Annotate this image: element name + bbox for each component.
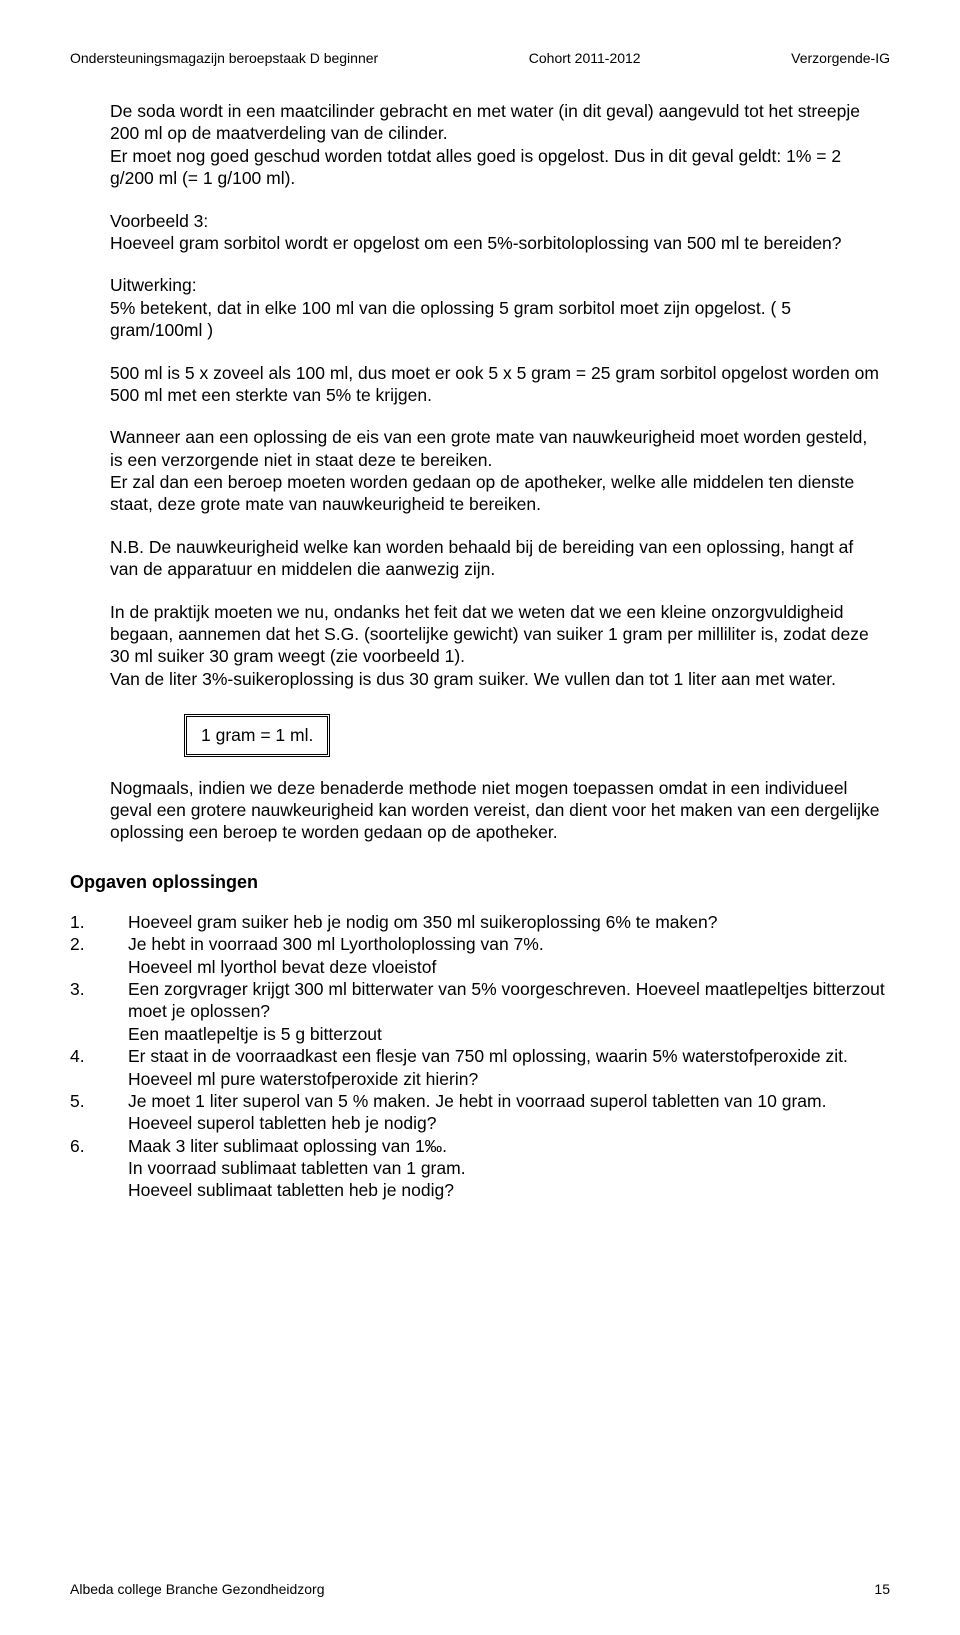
page-container: Ondersteuningsmagazijn beroepstaak D beg… bbox=[0, 0, 960, 1252]
list-number: 5. bbox=[70, 1090, 128, 1135]
footer-page-number: 15 bbox=[874, 1581, 890, 1597]
text: 500 ml is 5 x zoveel als 100 ml, dus moe… bbox=[110, 363, 879, 405]
list-item: 3.Een zorgvrager krijgt 300 ml bitterwat… bbox=[70, 978, 890, 1045]
text: N.B. De nauwkeurigheid welke kan worden … bbox=[110, 537, 853, 579]
paragraph: In de praktijk moeten we nu, ondanks het… bbox=[110, 601, 880, 691]
paragraph: Uitwerking: 5% betekent, dat in elke 100… bbox=[110, 274, 880, 341]
list-number: 2. bbox=[70, 933, 128, 978]
paragraph: N.B. De nauwkeurigheid welke kan worden … bbox=[110, 536, 880, 581]
paragraph: Nogmaals, indien we deze benaderde metho… bbox=[110, 777, 880, 844]
list-text: Je moet 1 liter superol van 5 % maken. J… bbox=[128, 1090, 890, 1135]
formula-box-wrapper: 1 gram = 1 ml. bbox=[110, 710, 880, 776]
list-text: Je hebt in voorraad 300 ml Lyortholoplos… bbox=[128, 933, 890, 978]
formula-text: 1 gram = 1 ml. bbox=[201, 725, 313, 745]
paragraph: 500 ml is 5 x zoveel als 100 ml, dus moe… bbox=[110, 362, 880, 407]
text: Nogmaals, indien we deze benaderde metho… bbox=[110, 778, 880, 843]
header-right: Verzorgende-IG bbox=[791, 50, 890, 66]
paragraph: Voorbeeld 3: Hoeveel gram sorbitol wordt… bbox=[110, 210, 880, 255]
paragraph: De soda wordt in een maatcilinder gebrac… bbox=[110, 100, 880, 190]
text: Uitwerking: bbox=[110, 275, 197, 295]
list-item: 5.Je moet 1 liter superol van 5 % maken.… bbox=[70, 1090, 890, 1135]
list-item: 1.Hoeveel gram suiker heb je nodig om 35… bbox=[70, 911, 890, 933]
footer-left: Albeda college Branche Gezondheidzorg bbox=[70, 1581, 325, 1597]
list-number: 1. bbox=[70, 911, 128, 933]
document-body: De soda wordt in een maatcilinder gebrac… bbox=[70, 100, 890, 844]
list-text: Er staat in de voorraadkast een flesje v… bbox=[128, 1045, 890, 1090]
text: Hoeveel gram sorbitol wordt er opgelost … bbox=[110, 233, 842, 253]
page-footer: Albeda college Branche Gezondheidzorg 15 bbox=[70, 1581, 890, 1597]
text: Van de liter 3%-suikeroplossing is dus 3… bbox=[110, 669, 836, 689]
text: De soda wordt in een maatcilinder gebrac… bbox=[110, 101, 860, 143]
header-center: Cohort 2011-2012 bbox=[529, 50, 641, 66]
list-text: Een zorgvrager krijgt 300 ml bitterwater… bbox=[128, 978, 890, 1045]
text: Er moet nog goed geschud worden totdat a… bbox=[110, 146, 841, 188]
list-number: 4. bbox=[70, 1045, 128, 1090]
paragraph: Wanneer aan een oplossing de eis van een… bbox=[110, 426, 880, 516]
page-header: Ondersteuningsmagazijn beroepstaak D beg… bbox=[70, 50, 890, 66]
list-item: 6.Maak 3 liter sublimaat oplossing van 1… bbox=[70, 1135, 890, 1202]
text: In de praktijk moeten we nu, ondanks het… bbox=[110, 602, 869, 667]
header-left: Ondersteuningsmagazijn beroepstaak D beg… bbox=[70, 50, 378, 66]
section-heading: Opgaven oplossingen bbox=[70, 872, 890, 893]
list-number: 6. bbox=[70, 1135, 128, 1202]
list-text: Hoeveel gram suiker heb je nodig om 350 … bbox=[128, 911, 890, 933]
text: Voorbeeld 3: bbox=[110, 211, 208, 231]
list-number: 3. bbox=[70, 978, 128, 1045]
list-item: 2.Je hebt in voorraad 300 ml Lyortholopl… bbox=[70, 933, 890, 978]
list-item: 4.Er staat in de voorraadkast een flesje… bbox=[70, 1045, 890, 1090]
formula-box: 1 gram = 1 ml. bbox=[184, 714, 330, 756]
text: Er zal dan een beroep moeten worden geda… bbox=[110, 472, 854, 514]
text: 5% betekent, dat in elke 100 ml van die … bbox=[110, 298, 791, 340]
list-text: Maak 3 liter sublimaat oplossing van 1‰.… bbox=[128, 1135, 890, 1202]
text: Wanneer aan een oplossing de eis van een… bbox=[110, 427, 867, 469]
exercise-list: 1.Hoeveel gram suiker heb je nodig om 35… bbox=[70, 911, 890, 1202]
